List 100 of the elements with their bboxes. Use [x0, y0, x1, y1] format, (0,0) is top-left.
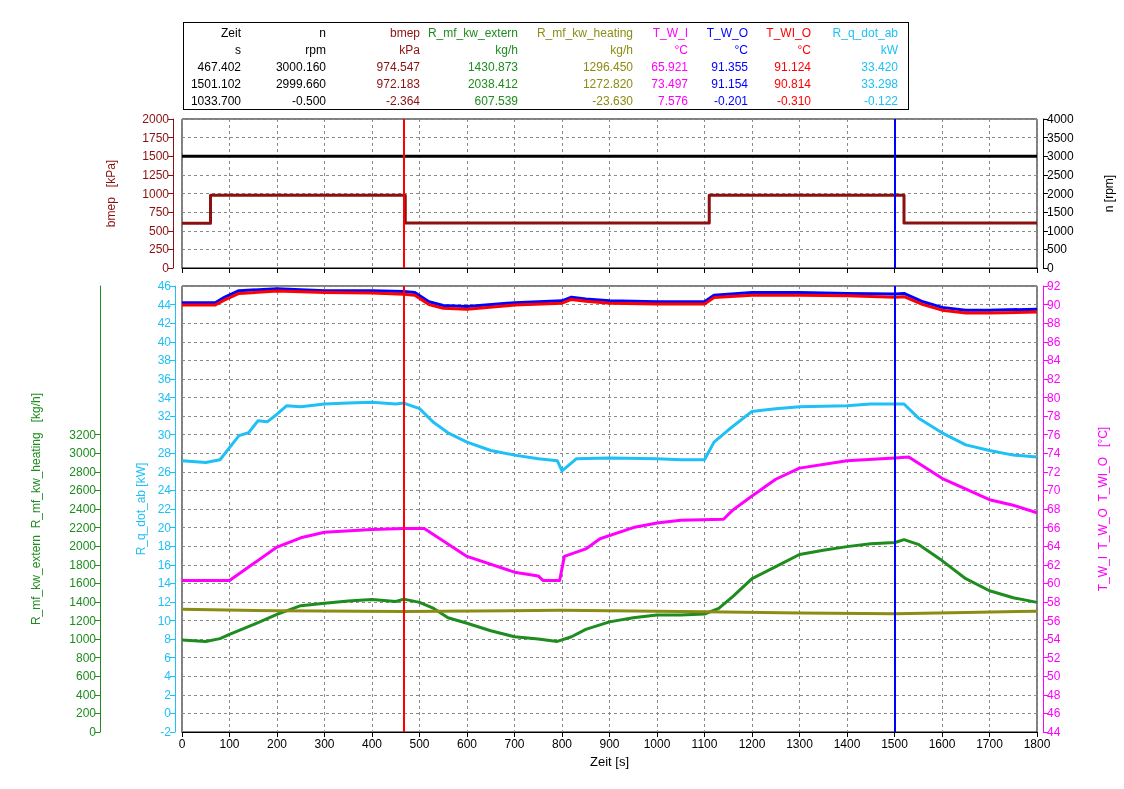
text: -0.201 — [713, 94, 748, 109]
x-tick-label: 1800 — [1023, 737, 1051, 751]
y2-tick-label: 32 — [157, 409, 172, 424]
text: kg/h — [495, 43, 518, 58]
y2-tick-label: 30 — [157, 427, 172, 442]
text: R_q_dot_ab — [832, 26, 898, 40]
y3-tick-label: 48 — [1047, 687, 1061, 702]
y2-tick-label: 1500 — [1047, 205, 1075, 220]
x-axis-title: Zeit [s] — [589, 753, 630, 769]
y2-tick-label: 44 — [157, 297, 172, 312]
y-tick-label: 1600 — [69, 576, 97, 591]
text: R_mf_kw_extern — [427, 26, 518, 40]
y2-axis-title: n [rpm] — [1102, 174, 1116, 213]
text: -23.630 — [592, 94, 633, 109]
y-tick-label: 1250 — [142, 167, 170, 182]
text: kg/h — [610, 43, 633, 58]
y-tick-label: 2000 — [69, 539, 97, 554]
y2-tick-label: 6 — [164, 650, 172, 665]
y-tick-label: 1500 — [142, 149, 170, 164]
text: T_W_O — [706, 26, 748, 40]
text: 1430.873 — [467, 60, 518, 75]
y2-tick-label: 4000 — [1047, 112, 1075, 126]
y2-tick-label: 3500 — [1047, 130, 1075, 145]
text: 3000.160 — [275, 60, 326, 75]
text: -0.310 — [776, 94, 811, 109]
text: 1501.102 — [190, 77, 241, 92]
y3-tick-label: 50 — [1047, 669, 1061, 684]
y3-tick-label: 58 — [1047, 594, 1061, 609]
y3-tick-label: 56 — [1047, 613, 1061, 628]
y3-tick-label: 92 — [1047, 279, 1061, 293]
y-tick-label: 3000 — [69, 446, 97, 461]
y3-tick-label: 78 — [1047, 409, 1061, 424]
y-tick-label: 1800 — [69, 557, 97, 572]
y2-tick-label: 2000 — [1047, 186, 1075, 201]
y-tick-label: 2000 — [142, 112, 170, 126]
text: T_WI_O — [766, 26, 811, 40]
y-tick-label: 0 — [162, 261, 170, 275]
text: 607.539 — [474, 94, 518, 109]
text: °C — [734, 43, 748, 58]
y3-tick-label: 74 — [1047, 446, 1061, 461]
text: °C — [797, 43, 811, 58]
y2-tick-label: 500 — [1047, 242, 1068, 257]
text: 7.576 — [657, 94, 688, 109]
text: 2038.412 — [467, 77, 518, 92]
y3-tick-label: 64 — [1047, 539, 1061, 554]
y-tick-label: 0 — [89, 725, 97, 739]
y3-tick-label: 86 — [1047, 334, 1061, 349]
y2-tick-label: 12 — [157, 594, 172, 609]
text: 467.402 — [197, 60, 241, 75]
text: 1033.700 — [190, 94, 241, 109]
y2-tick-label: 3000 — [1047, 149, 1075, 164]
y-tick-label: 1000 — [142, 186, 170, 201]
x-tick-label: 300 — [314, 737, 335, 751]
y2-tick-label: 40 — [157, 334, 172, 349]
y3-tick-label: 82 — [1047, 371, 1061, 386]
text: 91.154 — [711, 77, 748, 92]
y-tick-label: 750 — [148, 205, 170, 220]
y2-axis-title: R_q_dot_ab [kW] — [133, 462, 148, 556]
y2-tick-label: 0 — [1047, 261, 1054, 275]
y2-tick-label: 20 — [157, 520, 172, 535]
x-tick-label: 1700 — [976, 737, 1004, 751]
text: 974.547 — [376, 60, 420, 75]
y2-tick-label: 2500 — [1047, 167, 1075, 182]
y-tick-label: 1400 — [69, 594, 97, 609]
y2-tick-label: 38 — [157, 353, 172, 368]
y3-tick-label: 66 — [1047, 520, 1061, 535]
text: 91.124 — [774, 60, 811, 75]
x-tick-label: 200 — [266, 737, 288, 751]
text: 90.814 — [774, 77, 811, 92]
y2-tick-label: 1000 — [1047, 223, 1075, 238]
y-tick-label: 400 — [75, 687, 97, 702]
y2-tick-label: 10 — [157, 613, 172, 628]
x-tick-label: 600 — [456, 737, 478, 751]
text: -0.500 — [291, 94, 326, 109]
y3-tick-label: 80 — [1047, 390, 1061, 405]
y3-tick-label: 54 — [1047, 632, 1061, 647]
y-axis-title: bmep [kPa] — [104, 159, 118, 228]
x-tick-label: 0 — [178, 737, 186, 751]
y3-tick-label: 68 — [1047, 502, 1061, 516]
text: -2.364 — [385, 94, 420, 109]
y3-tick-label: 88 — [1047, 316, 1061, 331]
y3-tick-label: 60 — [1047, 576, 1061, 591]
y2-tick-label: 36 — [157, 371, 172, 386]
x-tick-label: 1500 — [881, 737, 909, 751]
text: -0.122 — [863, 94, 898, 109]
y3-tick-label: 44 — [1047, 725, 1061, 739]
x-tick-label: 1300 — [786, 737, 814, 751]
x-tick-label: 1100 — [691, 737, 718, 751]
y-tick-label: 2200 — [69, 520, 97, 535]
y2-tick-label: 28 — [157, 446, 172, 461]
y-tick-label: 1000 — [69, 632, 97, 647]
x-tick-label: 400 — [361, 737, 383, 751]
y3-tick-label: 90 — [1047, 297, 1061, 312]
y3-tick-label: 46 — [1047, 706, 1061, 721]
y-tick-label: 1200 — [69, 613, 97, 628]
y-tick-label: 1750 — [142, 130, 170, 145]
text: Zeit — [220, 26, 241, 41]
x-tick-label: 100 — [219, 737, 240, 751]
y-tick-label: 250 — [148, 242, 170, 257]
text: 65.921 — [651, 60, 688, 75]
